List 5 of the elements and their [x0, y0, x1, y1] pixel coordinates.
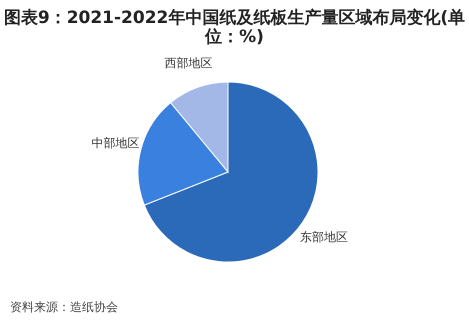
slice-label: 中部地区	[92, 136, 140, 150]
slice-label: 东部地区	[300, 230, 348, 244]
slice-label: 西部地区	[164, 56, 213, 70]
text: 资料来源：造纸协会	[10, 300, 118, 314]
chart-title: 图表9：2021-2022年中国纸及纸板生产量区域布局变化(单位：%)	[4, 8, 466, 47]
